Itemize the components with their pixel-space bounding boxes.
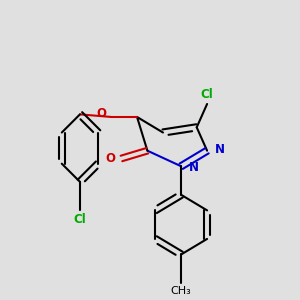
- Text: CH₃: CH₃: [171, 286, 191, 296]
- Text: N: N: [215, 143, 225, 156]
- Text: N: N: [189, 161, 199, 174]
- Text: Cl: Cl: [201, 88, 214, 101]
- Text: O: O: [105, 152, 115, 165]
- Text: Cl: Cl: [74, 213, 86, 226]
- Text: O: O: [96, 106, 106, 120]
